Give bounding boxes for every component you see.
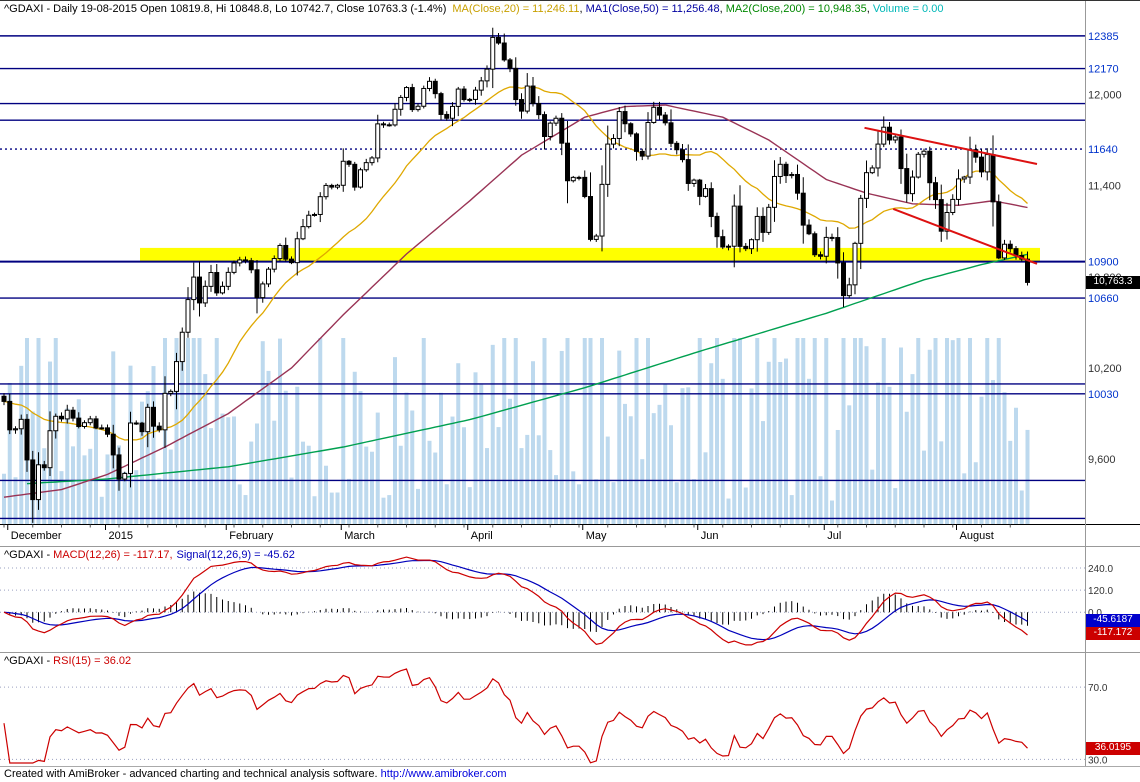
- rsi-value-badge: 36.0195: [1086, 742, 1140, 755]
- signal-value-badge: -45.6187: [1086, 614, 1140, 627]
- footer-credit-text: Created with AmiBroker - advanced charti…: [4, 768, 381, 780]
- macd-panel-title: ^GDAXI - MACD(12,26) = -117.17, Signal(12…: [4, 549, 295, 561]
- svg-text:Jul: Jul: [827, 530, 841, 542]
- svg-text:120.0: 120.0: [1088, 586, 1113, 597]
- svg-text:10660: 10660: [1088, 293, 1119, 305]
- rsi-title-symbol: ^GDAXI -: [4, 655, 53, 667]
- svg-text:March: March: [344, 530, 375, 542]
- last-price-badge: 10,763.3: [1086, 276, 1140, 289]
- svg-text:12,000: 12,000: [1088, 89, 1122, 101]
- amibroker-link[interactable]: http://www.amibroker.com: [381, 768, 507, 780]
- x-axis: December 2015 February March April May Jun Jul A…: [0, 525, 1140, 543]
- svg-text:10900: 10900: [1088, 257, 1119, 269]
- main-title-ohlc: ^GDAXI - Daily 19-08-2015 Open 10819.8, …: [4, 3, 446, 15]
- svg-text:May: May: [586, 530, 607, 542]
- y-axis-labels: 12,00011,40010,80010,2009,60012385121701…: [1088, 31, 1122, 466]
- svg-text:Jun: Jun: [701, 530, 719, 542]
- signal-value-text: Signal(12,26,9) = -45.62: [177, 549, 295, 561]
- svg-text:December: December: [11, 530, 62, 542]
- svg-text:12385: 12385: [1088, 31, 1119, 43]
- main-panel-title: ^GDAXI - Daily 19-08-2015 Open 10819.8, …: [4, 3, 943, 15]
- volume-legend: Volume = 0.00: [873, 3, 944, 15]
- svg-text:April: April: [471, 530, 493, 542]
- footer-credit-bar: Created with AmiBroker - advanced charti…: [0, 766, 1140, 782]
- svg-text:240.0: 240.0: [1088, 564, 1113, 575]
- macd-value-text: MACD(12,26) = -117.17,: [53, 549, 172, 561]
- ma200-legend: MA2(Close,200) = 10,948.35: [726, 3, 867, 15]
- rsi-panel: 70.0 30.0: [0, 669, 1108, 766]
- macd-value-badge: -117.172: [1086, 627, 1140, 640]
- svg-text:10030: 10030: [1088, 389, 1119, 401]
- macd-title-symbol: ^GDAXI -: [4, 549, 53, 561]
- ma20-legend: MA(Close,20) = 11,246.11: [452, 3, 579, 15]
- svg-text:2015: 2015: [109, 530, 133, 542]
- svg-text:10,200: 10,200: [1088, 363, 1122, 375]
- svg-text:February: February: [229, 530, 274, 542]
- svg-text:11640: 11640: [1088, 144, 1118, 156]
- ma50-legend: MA1(Close,50) = 11,256.48: [586, 3, 720, 15]
- svg-text:August: August: [960, 530, 994, 542]
- rsi-panel-title: ^GDAXI - RSI(15) = 36.02: [4, 655, 131, 667]
- svg-text:30.0: 30.0: [1088, 755, 1108, 766]
- svg-text:9,600: 9,600: [1088, 454, 1116, 466]
- svg-text:70.0: 70.0: [1088, 683, 1108, 694]
- rsi-value-text: RSI(15) = 36.02: [53, 655, 131, 667]
- svg-text:12170: 12170: [1088, 64, 1119, 76]
- trendlines: [865, 128, 1038, 264]
- svg-text:11,400: 11,400: [1088, 181, 1121, 193]
